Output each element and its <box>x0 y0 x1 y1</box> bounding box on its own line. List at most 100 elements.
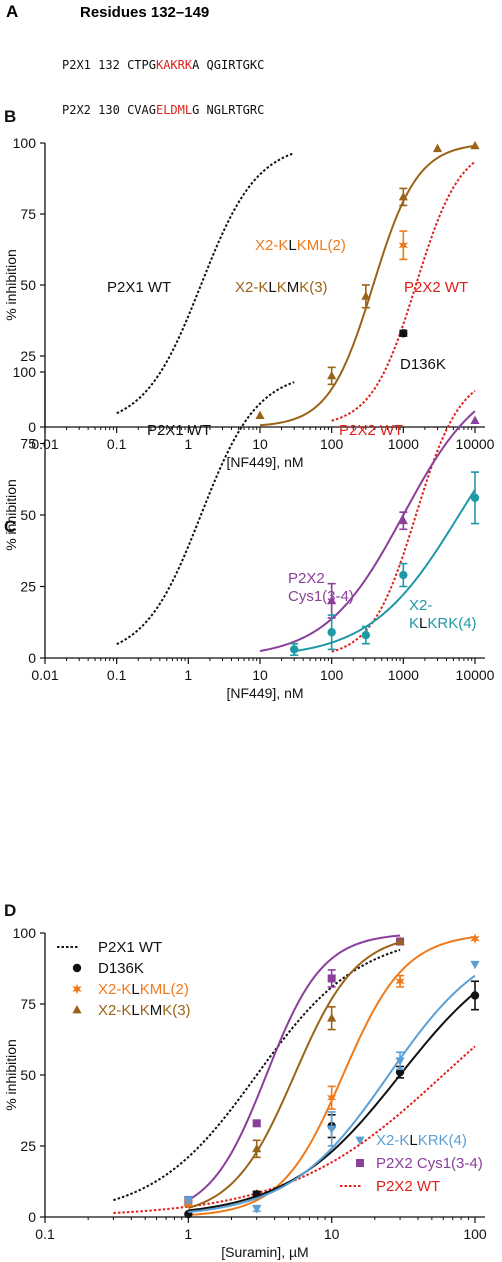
data-point <box>395 1057 405 1066</box>
seq-name: P2X2 <box>62 103 91 117</box>
x-axis-label: [Suramin], µM <box>221 1244 308 1260</box>
x-tick-label: 10000 <box>456 436 495 452</box>
label-segment: P2X2 Cys1(3-4) <box>376 1155 483 1172</box>
label-segment: K <box>258 279 268 296</box>
label-segment: L <box>131 981 139 998</box>
y-tick-label: 0 <box>28 650 36 666</box>
circle-marker <box>470 493 480 503</box>
fit-curve <box>294 489 476 653</box>
y-tick-label: 100 <box>13 364 37 380</box>
y-tick-label: 0 <box>28 419 36 435</box>
data-point <box>470 493 480 503</box>
circle-marker <box>399 329 408 338</box>
curve-label: Cys1(3-4) <box>288 588 354 605</box>
panel-label: B <box>4 107 16 126</box>
label-segment: L <box>419 615 427 632</box>
data-point <box>327 974 336 983</box>
label-segment: L <box>288 237 296 254</box>
label-segment: K <box>399 1132 409 1149</box>
seq-highlight: KAKRK <box>155 58 193 72</box>
triangle-marker <box>252 1143 262 1153</box>
legend-label: P2X2 WT <box>376 1178 440 1195</box>
triangle-marker <box>432 143 443 153</box>
tri-down-marker <box>395 1057 405 1066</box>
x-tick-label: 0.1 <box>107 436 127 452</box>
seq-name: P2X1 <box>62 58 91 72</box>
circle-marker <box>361 630 371 640</box>
fit-curve <box>188 941 401 1209</box>
curve-label: X2-KLKML(2) <box>255 237 346 254</box>
seq-post: A QGIRTGKC <box>192 58 265 72</box>
panel-a-label: A <box>6 2 19 21</box>
label-segment: X2- <box>98 1002 121 1019</box>
data-point <box>470 140 480 150</box>
label-segment: KRK(4) <box>418 1132 467 1149</box>
y-tick-label: 100 <box>13 925 37 941</box>
triangle-marker <box>327 1013 337 1022</box>
y-tick-label: 25 <box>20 579 36 595</box>
legend-label: X2-KLKRK(4) <box>376 1132 467 1149</box>
data-point <box>72 983 82 995</box>
data-point <box>395 975 405 987</box>
tri-down-marker <box>470 960 480 970</box>
data-point <box>252 1119 261 1128</box>
label-segment: K(3) <box>162 1002 190 1019</box>
x-tick-label: 1 <box>184 1226 192 1242</box>
x-tick-label: 100 <box>320 667 344 683</box>
triangle-marker <box>398 191 408 201</box>
curve-label: D136K <box>400 356 446 373</box>
seq-start: 130 <box>98 103 120 117</box>
legend-bottom: X2-KLKRK(4) P2X2 Cys1(3-4) P2X2 WT <box>340 1132 483 1195</box>
label-segment: X2- <box>98 981 121 998</box>
label-segment: P2X1 WT <box>98 939 162 956</box>
x-tick-label: 1000 <box>388 667 419 683</box>
triangle-marker <box>255 410 265 420</box>
data-point <box>252 1190 261 1199</box>
legend-label: X2-KLKML(2) <box>98 981 189 998</box>
data-point <box>399 329 408 338</box>
sequence-row: P2X1 132 CTPGKAKRKA QGIRTGKC <box>62 58 264 73</box>
curve-label: P2X2 <box>288 570 325 587</box>
star-marker <box>326 1092 337 1104</box>
data-point <box>395 936 405 945</box>
panel-label: C <box>4 517 16 536</box>
fit-curve <box>331 389 476 653</box>
triangle-marker <box>327 370 337 380</box>
y-tick-label: 75 <box>20 436 36 452</box>
x-tick-label: 10 <box>324 1226 340 1242</box>
circle-marker <box>72 963 82 973</box>
data-point <box>255 410 265 420</box>
circle-marker <box>289 645 299 654</box>
seq-start: 132 <box>98 58 120 72</box>
x-tick-label: 10000 <box>456 667 495 683</box>
label-segment: X2- <box>255 237 278 254</box>
data-point <box>470 933 480 945</box>
curve-label: P2X2 WT <box>339 422 403 439</box>
data-point <box>72 963 82 973</box>
label-segment: ML(2) <box>150 981 189 998</box>
label-segment: M <box>287 279 300 296</box>
fit-curve <box>113 948 401 1202</box>
y-tick-label: 100 <box>13 135 37 151</box>
circle-marker <box>252 1190 261 1199</box>
sequence-row: P2X2 130 CVAGELDMLG NGLRTGRC <box>62 103 264 118</box>
x-axis-label: [NF449], nM <box>226 454 303 470</box>
sequence-alignment: P2X1 132 CTPGKAKRKA QGIRTGKC P2X2 130 CV… <box>62 28 264 148</box>
data-point <box>72 1005 82 1014</box>
label-segment: ML(2) <box>307 237 346 254</box>
y-axis-label: % inhibition <box>3 249 19 321</box>
chart-panel-d: D 0 25 50 75 100 0.1 1 10 100 [Suramin], µM % inhib… <box>3 901 487 1260</box>
x-tick-label: 0.1 <box>107 667 127 683</box>
fit-curve <box>259 144 476 427</box>
triangle-marker <box>398 515 408 525</box>
label-segment: X2- <box>235 279 258 296</box>
data-point <box>398 191 408 201</box>
x-tick-label: 10 <box>252 436 268 452</box>
tri-down-marker <box>355 1136 365 1145</box>
data-point <box>399 570 408 580</box>
y-tick-label: 25 <box>20 1138 36 1154</box>
circle-marker <box>399 570 408 580</box>
triangle-marker <box>327 595 337 605</box>
x-tick-label: 1 <box>184 667 192 683</box>
